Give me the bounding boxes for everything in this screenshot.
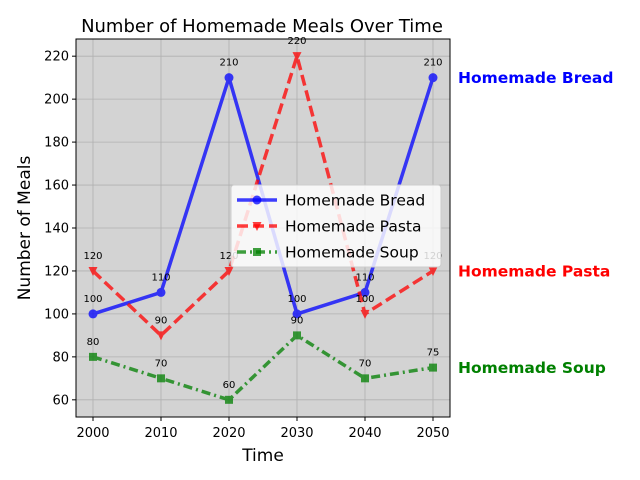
data-label: 120 [219, 251, 238, 262]
y-tick-label: 180 [44, 136, 69, 151]
y-axis: 60 80 100 120 140 160 180 200 220 [44, 50, 76, 408]
data-label: 90 [291, 315, 304, 326]
data-label: 110 [355, 272, 374, 283]
data-point [88, 266, 98, 276]
data-label: 60 [223, 380, 236, 391]
data-point [292, 309, 302, 319]
x-axis: 2000 2010 2020 2030 2040 2050 [76, 417, 450, 441]
y-tick-label: 80 [52, 350, 69, 365]
data-label: 100 [287, 294, 306, 305]
y-tick-label: 160 [44, 179, 69, 194]
legend-box [230, 184, 442, 268]
data-point [224, 266, 234, 276]
data-point [224, 73, 234, 83]
data-point [157, 374, 165, 383]
y-tick-label: 100 [44, 307, 69, 322]
data-point [428, 266, 438, 276]
data-point [428, 73, 438, 83]
data-label: 80 [87, 337, 100, 348]
data-point [361, 374, 369, 383]
y-tick-label: 60 [52, 393, 69, 408]
end-labels: Homemade Bread Homemade Pasta Homemade Sou… [458, 69, 613, 377]
data-label: 90 [155, 315, 168, 326]
end-label: Homemade Soup [458, 359, 606, 377]
legend-label: Homemade Bread [285, 192, 425, 210]
data-point [88, 309, 98, 319]
y-axis-label: Number of Meals [15, 156, 35, 301]
data-label: 75 [427, 348, 440, 359]
x-tick-label: 2010 [144, 426, 177, 441]
series-1 [88, 52, 438, 341]
x-tick-label: 2050 [416, 426, 449, 441]
x-tick-label: 2040 [348, 426, 381, 441]
data-point [293, 331, 301, 340]
legend-label: Homemade Soup [285, 244, 419, 262]
data-label: 70 [155, 358, 168, 369]
legend-marker [253, 248, 261, 256]
legend: Homemade Bread Homemade Pasta Homemade Sou… [230, 184, 442, 268]
data-point [360, 287, 370, 297]
data-point [360, 309, 370, 319]
data-label: 70 [359, 358, 372, 369]
series-2 [89, 331, 437, 404]
y-tick-label: 200 [44, 93, 69, 108]
legend-marker [252, 195, 262, 205]
y-tick-label: 140 [44, 222, 69, 237]
end-label: Homemade Pasta [458, 262, 610, 280]
data-point [429, 363, 437, 372]
data-point [89, 352, 97, 361]
data-label: 100 [83, 294, 102, 305]
data-point [292, 52, 302, 62]
data-label: 100 [355, 294, 374, 305]
data-label: 120 [83, 251, 102, 262]
data-point [225, 395, 233, 404]
chart-title: Number of Homemade Meals Over Time [81, 16, 443, 37]
data-label: 110 [151, 272, 170, 283]
legend-label: Homemade Pasta [285, 218, 421, 236]
legend-marker [252, 222, 262, 231]
data-label: 210 [423, 58, 442, 69]
series-line [91, 54, 434, 338]
data-label: 220 [287, 36, 306, 47]
data-label: 210 [219, 58, 238, 69]
data-point [156, 287, 166, 297]
x-tick-label: 2000 [76, 426, 109, 441]
end-label: Homemade Bread [458, 69, 613, 87]
x-tick-label: 2020 [212, 426, 245, 441]
y-tick-label: 220 [44, 50, 69, 65]
data-labels: 1001102101001102101209012022010012080706… [83, 36, 442, 391]
series-line [92, 333, 434, 402]
y-tick-label: 120 [44, 264, 69, 279]
data-point [156, 331, 166, 341]
x-axis-label: Time [241, 446, 284, 466]
x-tick-label: 2030 [280, 426, 313, 441]
